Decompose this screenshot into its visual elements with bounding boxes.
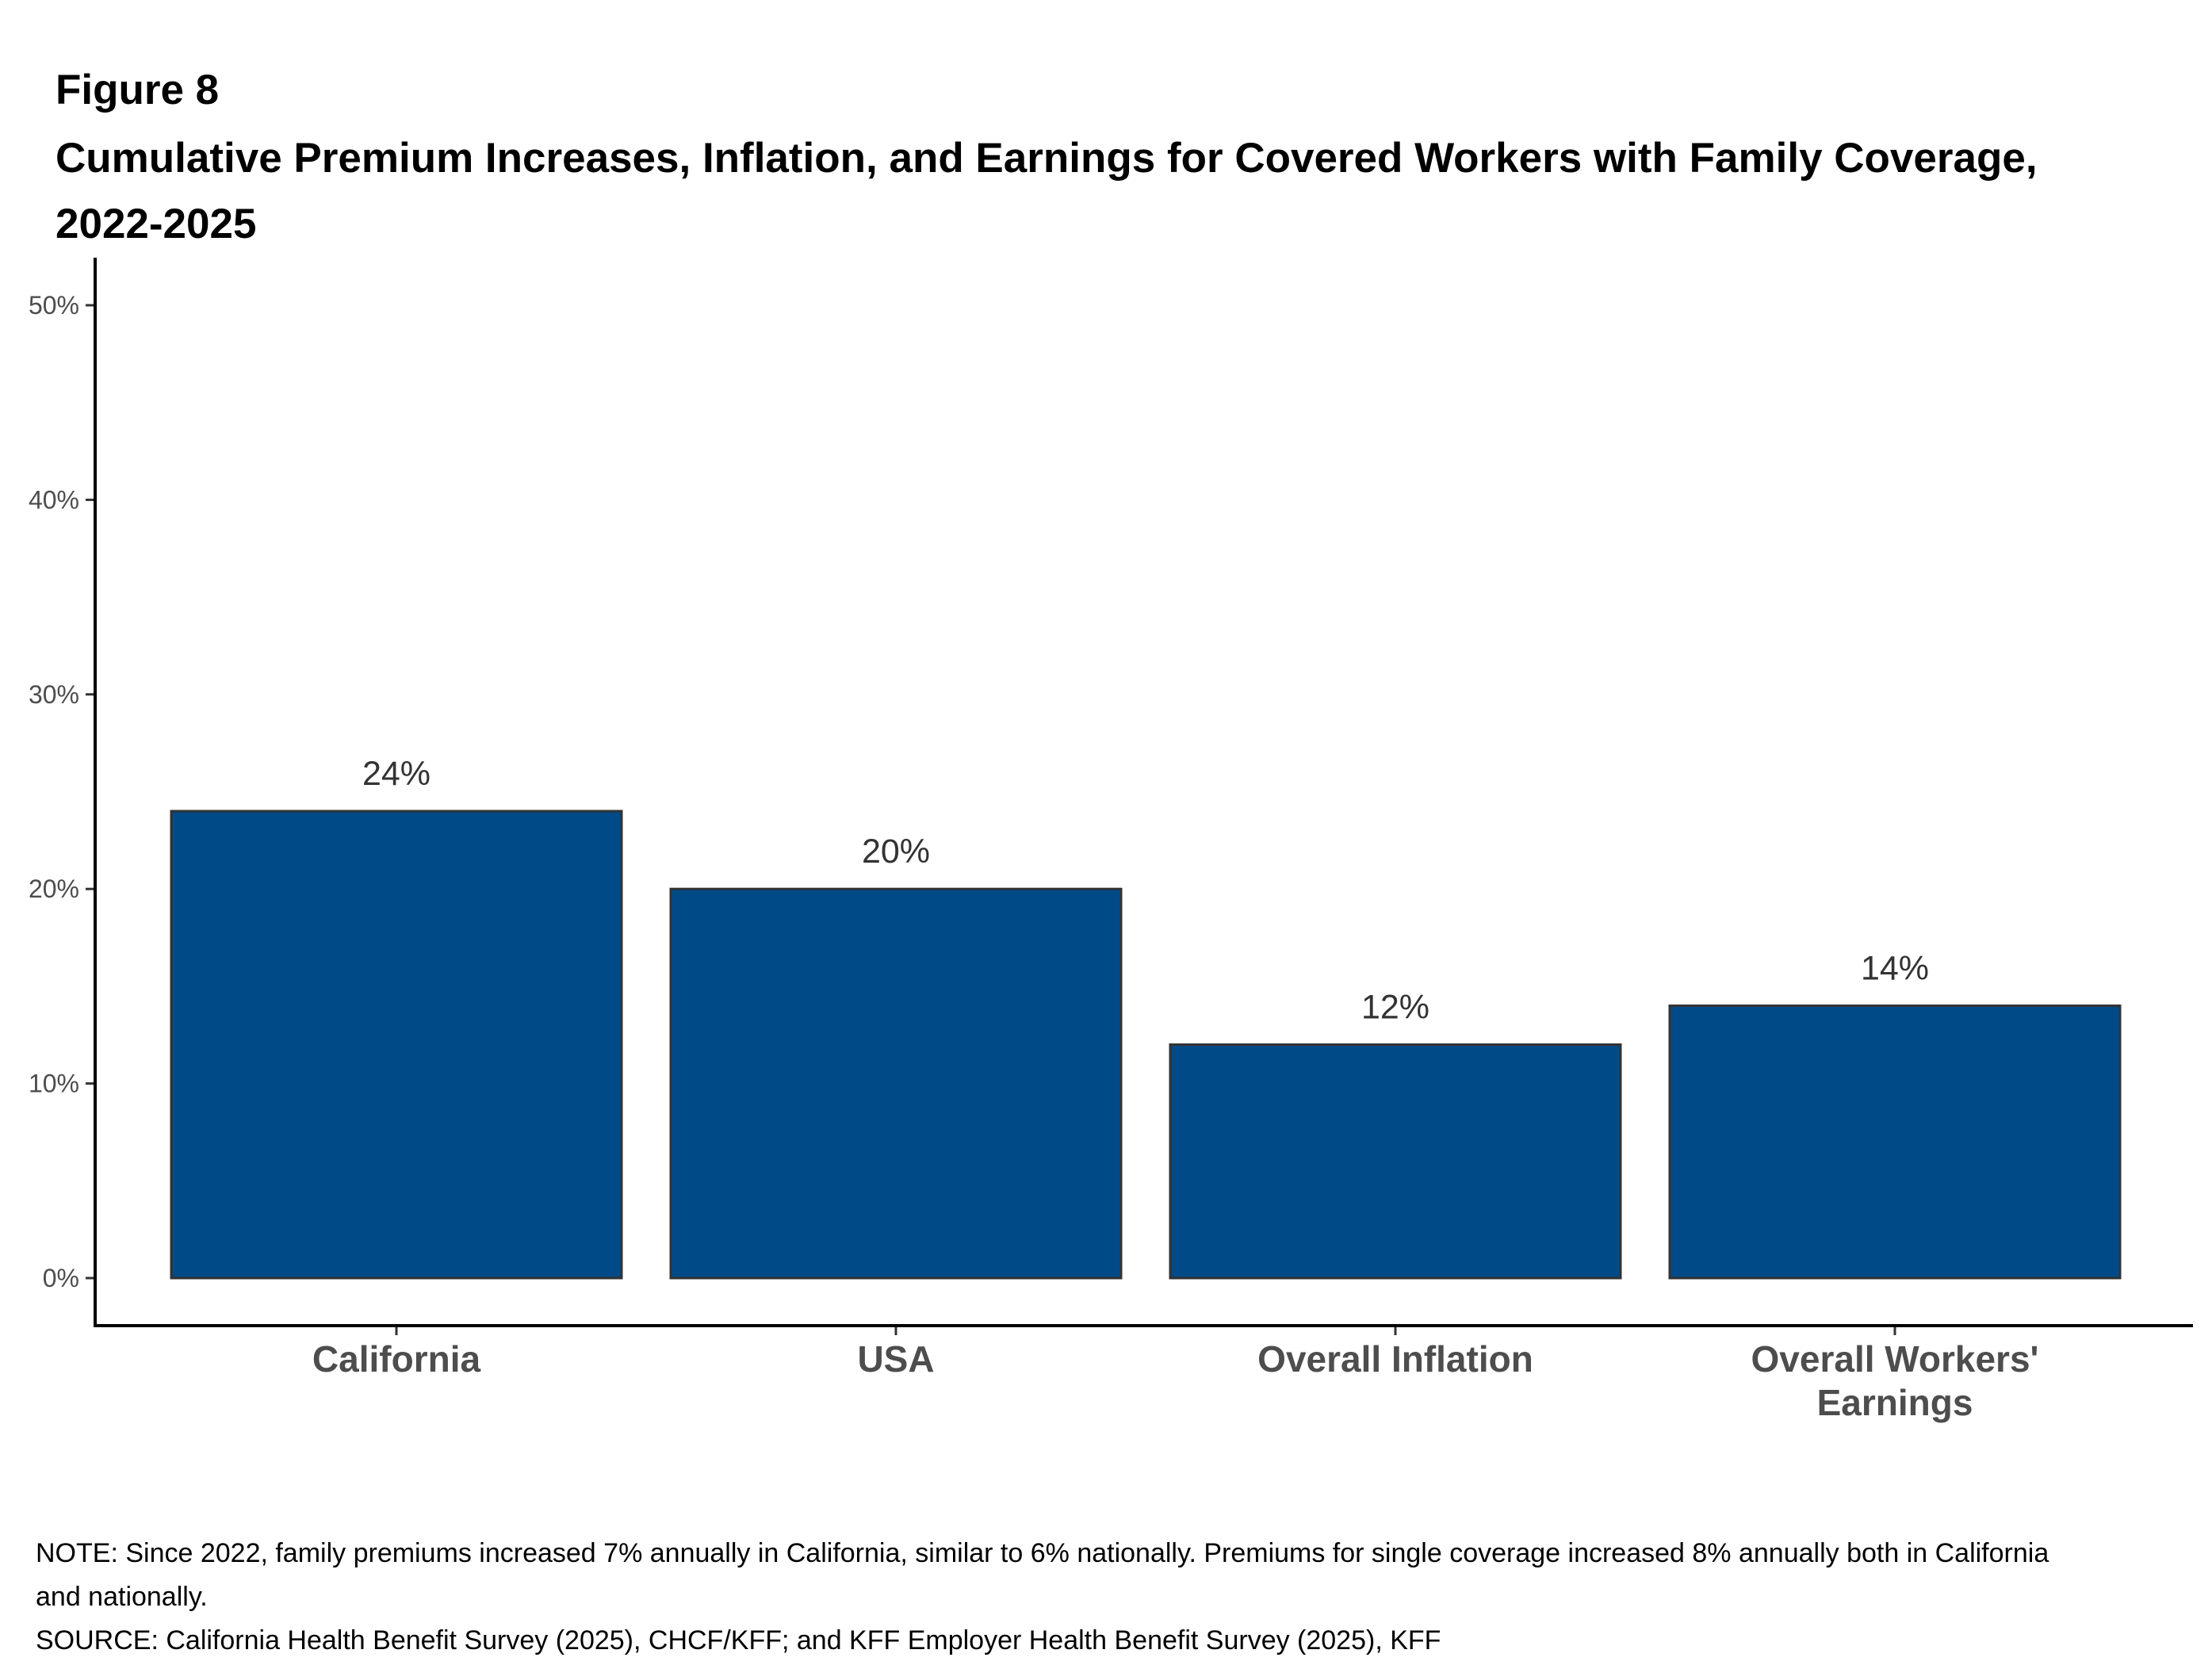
figure-label: Figure 8 bbox=[55, 67, 220, 113]
y-tick-label: 30% bbox=[29, 680, 79, 709]
y-tick-label: 40% bbox=[29, 485, 79, 514]
y-tick-label: 20% bbox=[29, 875, 79, 903]
x-tick-label: Overall Inflation bbox=[1257, 1338, 1533, 1380]
bar-chart: 0% 10% 20% 30% 40% 50% 24% 20% 12% 14% Californi… bbox=[29, 258, 2193, 1423]
y-axis-ticks: 0% 10% 20% 30% 40% 50% bbox=[29, 291, 95, 1292]
bar bbox=[170, 810, 623, 1280]
x-axis-ticks: California USA Overall Inflation Overall Wo… bbox=[312, 1326, 2039, 1423]
x-tick-label: Earnings bbox=[1817, 1382, 1973, 1423]
bars-group bbox=[170, 810, 2122, 1280]
y-tick-label: 0% bbox=[43, 1264, 79, 1292]
data-label: 20% bbox=[862, 832, 930, 871]
chart-note: NOTE: Since 2022, family premiums increa… bbox=[36, 1538, 2049, 1612]
data-labels-group: 24% 20% 12% 14% bbox=[362, 755, 1929, 1026]
data-label: 24% bbox=[362, 755, 431, 793]
bar bbox=[669, 887, 1123, 1280]
chart-source: SOURCE: California Health Benefit Survey… bbox=[36, 1625, 1441, 1655]
data-label: 12% bbox=[1361, 989, 1429, 1027]
x-tick-label: USA bbox=[857, 1338, 934, 1380]
chart-footer: NOTE: Since 2022, family premiums increa… bbox=[36, 1532, 2097, 1663]
chart-title: Cumulative Premium Increases, Inflation,… bbox=[55, 135, 2038, 247]
bar bbox=[1169, 1043, 1622, 1280]
x-tick-label: California bbox=[312, 1338, 481, 1380]
bar bbox=[1668, 1004, 2122, 1280]
y-tick-label: 10% bbox=[29, 1070, 79, 1098]
data-label: 14% bbox=[1861, 949, 1929, 987]
y-tick-label: 50% bbox=[29, 291, 79, 320]
x-tick-label: Overall Workers' bbox=[1751, 1338, 2039, 1380]
